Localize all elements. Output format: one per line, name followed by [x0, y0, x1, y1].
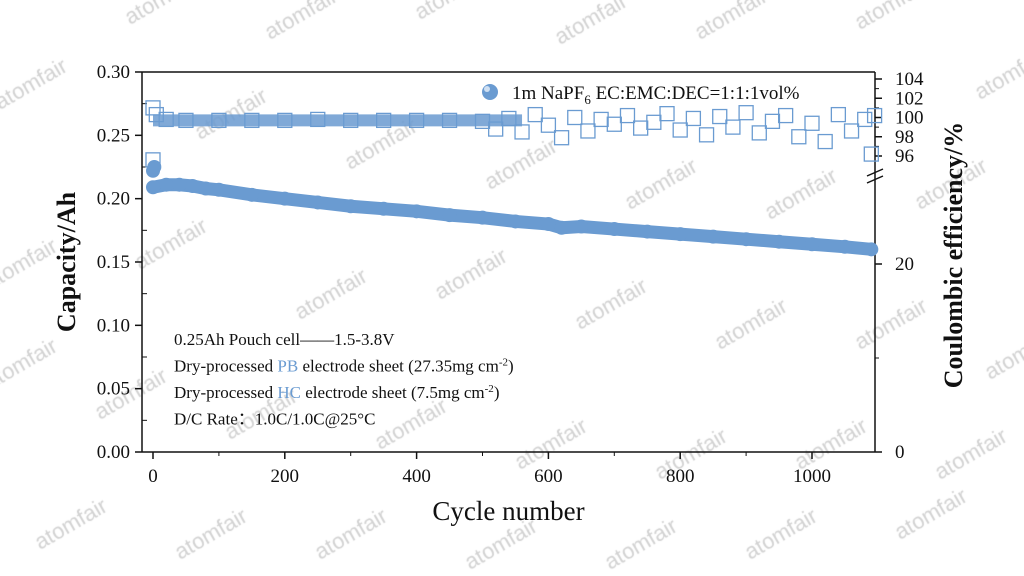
ce-point [843, 123, 860, 139]
annotation-line: Dry-processed PB electrode sheet (27.35m… [174, 357, 514, 376]
ce-point [725, 119, 741, 135]
ce-point [698, 127, 715, 143]
y-left-tick-label: 0.15 [97, 252, 130, 273]
ce-point [514, 124, 530, 140]
capacity-point [198, 181, 213, 196]
capacity-point [574, 219, 589, 234]
ce-point [606, 116, 622, 132]
capacity-point [409, 204, 424, 219]
capacity-point [864, 242, 879, 257]
y-left-tick-label: 0.00 [97, 442, 130, 463]
ce-point [751, 125, 767, 141]
ce-point [593, 111, 609, 128]
x-axis-label: Cycle number [432, 496, 584, 526]
ce-point [738, 105, 754, 121]
y-left-axis-label: Capacity/Ah [52, 191, 81, 332]
capacity-point [147, 159, 162, 174]
capacity-point [554, 220, 569, 235]
capacity-point [607, 222, 622, 237]
ce-point [863, 146, 879, 162]
ce-point [527, 106, 543, 123]
ce-point [804, 115, 820, 131]
capacity-point [673, 227, 688, 242]
y-right-axis-label: Coulombic efficiency/% [939, 122, 968, 388]
ce-point [712, 108, 728, 125]
capacity-point [172, 177, 187, 192]
capacity-point [244, 187, 259, 202]
x-tick-label: 800 [666, 466, 695, 487]
ce-point [540, 117, 557, 133]
capacity-point [146, 180, 160, 195]
ce-point [567, 109, 583, 126]
x-tick-label: 0 [148, 466, 158, 487]
capacity-point [310, 195, 325, 210]
y-right-tick-label: 0 [895, 442, 905, 463]
x-tick-label: 200 [271, 466, 300, 487]
y-left-tick-label: 0.30 [97, 62, 130, 83]
y-left-tick-label: 0.20 [97, 189, 130, 210]
ce-point [830, 106, 847, 123]
capacity-point [376, 201, 391, 216]
capacity-point [442, 208, 457, 223]
x-tick-label: 1000 [793, 466, 831, 487]
annotation-line: D/C Rate：1.0C/1.0C@25°C [174, 410, 375, 429]
x-tick-label: 400 [402, 466, 431, 487]
capacity-point [706, 229, 721, 244]
annotation-line: Dry-processed HC electrode sheet (7.5mg … [174, 383, 499, 402]
capacity-point [185, 178, 200, 193]
legend-label: 1m NaPF6 EC:EMC:DEC=1:1:1vol% [512, 83, 800, 107]
x-tick-label: 600 [534, 466, 563, 487]
legend-marker [482, 84, 498, 100]
y-right-tick-label: 100 [895, 108, 924, 129]
y-right-tick-label: 102 [895, 88, 924, 109]
ce-point [646, 114, 662, 130]
axis-break-mark [866, 175, 884, 184]
capacity-point [508, 214, 523, 229]
capacity-point [159, 177, 174, 192]
ce-point [764, 113, 781, 129]
ce-point [633, 120, 649, 136]
y-left-tick-label: 0.05 [97, 379, 130, 400]
ce-point [866, 107, 883, 124]
annotation-line: 0.25Ah Pouch cell——1.5-3.8V [174, 330, 395, 349]
capacity-point [541, 216, 556, 231]
ce-point [672, 122, 688, 138]
y-right-tick-label: 96 [895, 146, 914, 167]
capacity-point [837, 239, 852, 254]
ce-point [857, 111, 873, 128]
y-left-tick-label: 0.10 [97, 315, 130, 336]
capacity-point [640, 224, 655, 239]
axis-break-mark [866, 168, 884, 177]
capacity-point [805, 237, 819, 252]
capacity-point [277, 191, 292, 206]
capacity-point [211, 182, 226, 197]
capacity-point [343, 199, 358, 214]
ce-point [685, 110, 702, 127]
ce-point [619, 107, 636, 124]
ce-point [791, 129, 807, 145]
ce-point [580, 123, 596, 139]
y-right-tick-label: 20 [895, 254, 914, 275]
ce-point [553, 130, 570, 146]
ce-point [659, 106, 675, 122]
ce-point [817, 133, 833, 150]
legend-marker-highlight [484, 86, 490, 92]
capacity-point [772, 234, 787, 249]
y-left-tick-label: 0.25 [97, 125, 130, 146]
ce-point [777, 107, 794, 124]
y-right-tick-label: 98 [895, 127, 914, 148]
capacity-point [739, 232, 754, 247]
capacity-point [475, 210, 490, 225]
y-right-tick-label: 104 [895, 69, 924, 90]
